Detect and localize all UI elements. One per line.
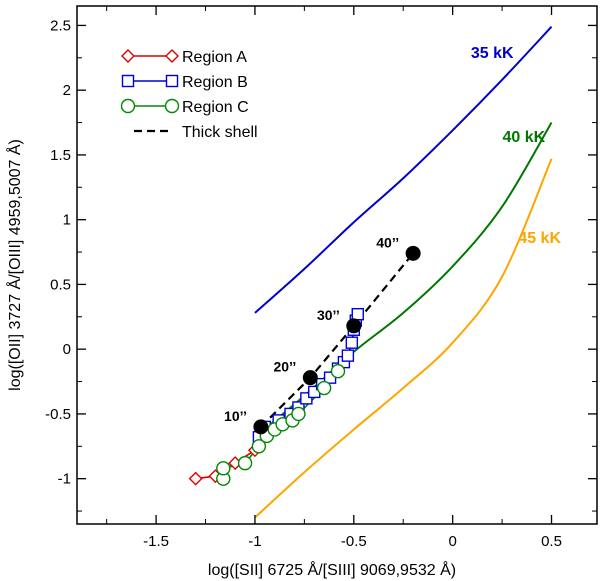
x-tick-label: -0.5 <box>341 533 367 550</box>
thick-shell-point <box>405 245 421 261</box>
y-tick-label: 0 <box>63 341 71 358</box>
y-tick-label: 0.5 <box>50 276 71 293</box>
curve-label: 40 kK <box>502 129 545 146</box>
point-region-b <box>341 349 355 362</box>
point-region-c <box>237 455 253 471</box>
annotation-label: 40’’ <box>376 234 399 250</box>
annotation-label: 10’’ <box>224 408 247 424</box>
x-tick-label: 0 <box>448 533 456 550</box>
legend-label-thick-shell: Thick shell <box>182 124 258 141</box>
point-region-c <box>216 461 231 476</box>
x-tick-label: 0.5 <box>541 533 562 550</box>
label-layer: 10’’ 20’’ 30’’ 40’’ 35 kK 40 kK 45 kK <box>224 45 561 424</box>
thick-shell-point <box>346 318 362 334</box>
legend-label-region-c: Region C <box>182 99 249 116</box>
thick-shell-point <box>302 370 318 386</box>
legend-label-region-b: Region B <box>182 74 248 91</box>
plot-background <box>77 6 597 524</box>
curve-45-kk <box>254 158 553 519</box>
axis-layer: -1.5 -1 -0.5 0 0.5 -1 -0.5 0 0.5 1 1.5 2 2.5 log([SII… <box>5 5 598 579</box>
legend-marker-region-a <box>165 49 179 63</box>
y-tick-label: 2 <box>63 82 71 99</box>
legend-marker-region-b <box>121 74 135 88</box>
point-region-b <box>351 308 364 321</box>
y-tick-label: 1.5 <box>50 147 71 164</box>
point-region-c <box>291 406 306 422</box>
point-region-c <box>251 439 267 454</box>
x-axis-title: log([SII] 6725 Å/[SIII] 9069,9532 Å) <box>208 560 456 579</box>
legend: Region A Region B Region C Thick shell <box>120 49 258 141</box>
y-tick-label: 2.5 <box>50 17 71 34</box>
legend-marker-region-c <box>120 98 136 114</box>
y-tick-label: -0.5 <box>45 406 71 423</box>
annotation-label: 20’’ <box>273 359 296 375</box>
thick-shell-point <box>253 419 269 435</box>
curve-label: 45 kK <box>518 230 561 247</box>
marker-layer <box>188 245 421 486</box>
point-region-a <box>188 471 203 486</box>
line-thick-shell <box>260 252 414 428</box>
legend-marker-region-a <box>121 49 135 63</box>
legend-marker-region-b <box>165 74 179 88</box>
y-tick-label: 1 <box>63 212 71 229</box>
legend-marker-region-c <box>164 98 180 114</box>
point-region-c <box>316 380 332 396</box>
y-axis-title: log([OII] 3727 Å/[OIII] 4959,5007 Å) <box>5 139 24 391</box>
y-tick-label: -1 <box>58 471 71 488</box>
plot-area <box>77 6 597 524</box>
point-region-b <box>345 336 359 349</box>
curve-label: 35 kK <box>471 45 514 62</box>
point-region-b <box>300 392 313 405</box>
curve-35-kk <box>254 26 553 314</box>
point-region-c <box>330 363 346 379</box>
x-tick-label: -1.5 <box>143 533 169 550</box>
plot-frame <box>76 5 598 525</box>
annotation-label: 30’’ <box>317 307 340 323</box>
x-tick-label: -1 <box>248 533 261 550</box>
legend-label-region-a: Region A <box>182 49 247 66</box>
